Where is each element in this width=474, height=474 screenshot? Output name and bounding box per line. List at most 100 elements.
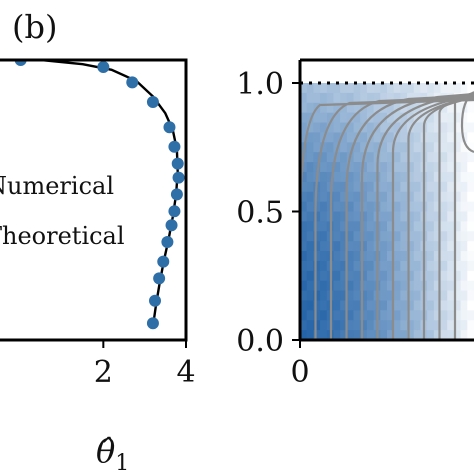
heatmap-cell [387, 92, 395, 104]
heatmap-cell [467, 221, 474, 232]
heatmap-cell [467, 132, 474, 143]
heatmap-cell [320, 280, 328, 292]
heatmap-cell [360, 211, 368, 222]
heatmap-cell [380, 83, 388, 94]
heatmap-cell [440, 231, 448, 242]
legend-entry-numerical: Numerical [0, 172, 114, 200]
heatmap-cell [326, 132, 335, 143]
heatmap-cell [393, 300, 401, 311]
heatmap-cell [427, 171, 435, 183]
heatmap-cell [407, 260, 415, 272]
y-tick-label: 0.5 [236, 196, 284, 231]
numerical-point [168, 140, 181, 153]
numerical-point [168, 205, 181, 218]
heatmap-cell [353, 92, 361, 104]
heatmap-cell [393, 280, 401, 292]
heatmap-cell [380, 171, 388, 183]
heatmap-cell [387, 310, 395, 321]
heatmap-cell [453, 211, 462, 222]
heatmap-cell [353, 152, 361, 163]
heatmap-cell [333, 320, 341, 331]
heatmap-cell [453, 152, 462, 163]
heatmap-cell [453, 162, 462, 173]
heatmap-cell [353, 181, 361, 193]
heatmap-cell [380, 221, 388, 232]
heatmap-cell [353, 112, 361, 124]
heatmap-cell [380, 112, 388, 124]
heatmap-cell [366, 270, 375, 282]
heatmap-cell [353, 162, 361, 173]
heatmap-cell [360, 251, 368, 262]
x-axis-label-main: θ̂ [96, 432, 115, 470]
heatmap-cell [306, 132, 314, 143]
heatmap-cell [427, 251, 435, 262]
numerical-point [161, 236, 174, 248]
heatmap-cell [393, 171, 401, 183]
heatmap-cell [467, 260, 474, 272]
x-tick-label: 2 [94, 355, 113, 390]
numerical-point [146, 96, 159, 108]
heatmap-cell [306, 310, 314, 321]
heatmap-cell [453, 290, 462, 302]
heatmap-cell [353, 310, 361, 321]
heatmap-cell [433, 132, 442, 143]
heatmap-cell [300, 191, 308, 203]
heatmap-cell [413, 320, 422, 331]
heatmap-cell [340, 290, 348, 302]
y-tick-label: 0.0 [236, 324, 284, 359]
heatmap-cell [300, 92, 308, 104]
heatmap-cell [400, 300, 408, 311]
heatmap-cell [393, 152, 401, 163]
heatmap-cell [346, 221, 355, 232]
heatmap-cell [413, 310, 422, 321]
heatmap-cell [300, 171, 308, 183]
heatmap-cell [453, 251, 462, 262]
heatmap-cell [440, 251, 448, 262]
heatmap-cell [440, 152, 448, 163]
heatmap-cell [413, 231, 422, 242]
heatmap-cell [333, 152, 341, 163]
heatmap-cell [447, 162, 455, 173]
heatmap-cell [433, 122, 442, 134]
heatmap-cell [320, 231, 328, 242]
heatmap-cell [326, 102, 335, 114]
heatmap-cell [360, 320, 368, 331]
heatmap-cell [313, 310, 321, 321]
heatmap-cell [420, 102, 428, 114]
heatmap-cell [326, 152, 335, 163]
left-panel: 24 Numerical Theoretical θ̂1 [0, 58, 196, 474]
heatmap-cell [453, 270, 462, 282]
heatmap-cell [460, 191, 468, 203]
heatmap-cell [313, 251, 321, 262]
heatmap-cell [300, 211, 308, 222]
heatmap-cell [440, 132, 448, 143]
heatmap-cell [407, 280, 415, 292]
heatmap-cell [400, 152, 408, 163]
heatmap-cell [393, 162, 401, 173]
heatmap-cell [380, 310, 388, 321]
heatmap-cell [440, 290, 448, 302]
heatmap-cell [407, 181, 415, 193]
heatmap-cell [360, 92, 368, 104]
heatmap-cell [306, 320, 314, 331]
heatmap-cell [393, 102, 401, 114]
heatmap-cell [433, 162, 442, 173]
heatmap-cell [306, 241, 314, 252]
heatmap-cell [393, 112, 401, 124]
heatmap-cell [400, 191, 408, 203]
heatmap-cell [340, 122, 348, 134]
heatmap-cell [306, 330, 314, 340]
heatmap-cell [427, 191, 435, 203]
heatmap-cell [387, 260, 395, 272]
heatmap-cell [433, 191, 442, 203]
left-frame [0, 58, 188, 342]
heatmap-cell [387, 221, 395, 232]
heatmap-cell [320, 320, 328, 331]
heatmap-cell [440, 201, 448, 213]
heatmap-cell [460, 231, 468, 242]
heatmap-cell [387, 231, 395, 242]
heatmap-cell [306, 102, 314, 114]
numerical-point [149, 294, 161, 307]
heatmap-cell [326, 92, 335, 104]
heatmap-cell [380, 260, 388, 272]
